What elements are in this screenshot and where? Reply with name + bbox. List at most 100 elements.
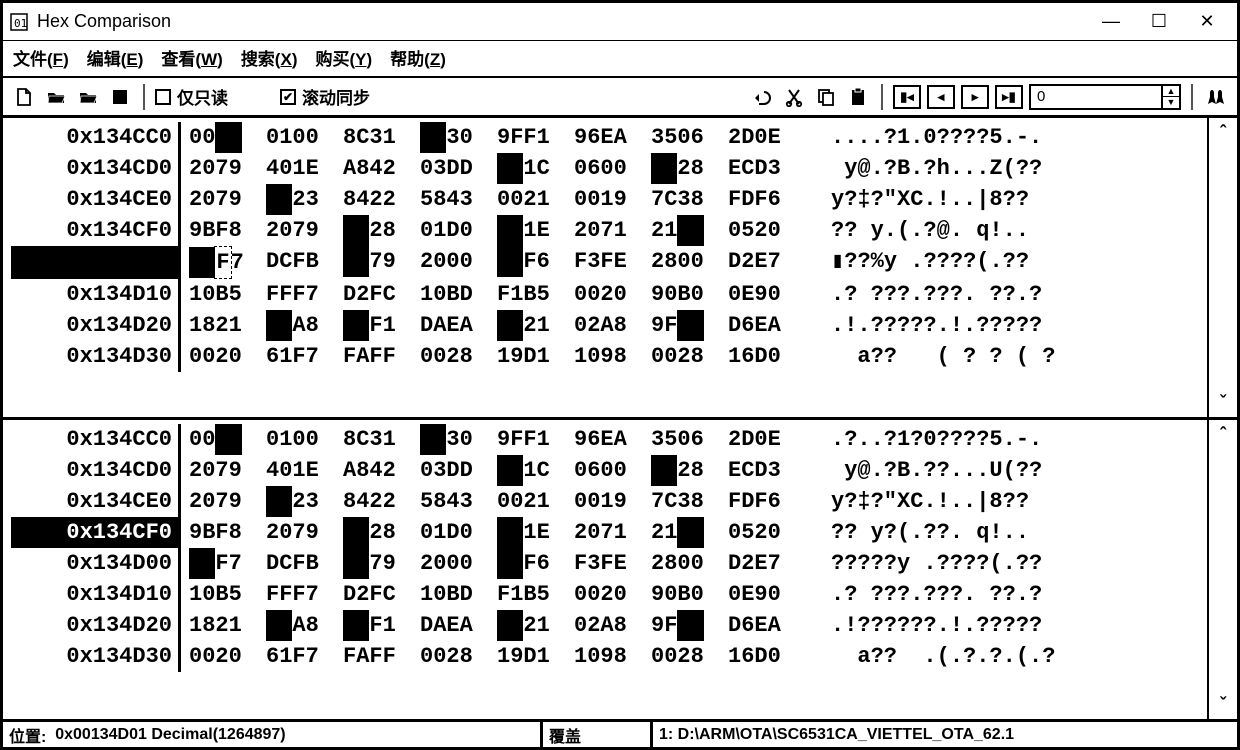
scrollsync-label: 滚动同步: [302, 84, 370, 109]
hex-panes: 0x134CC000 01008C31 309FF196EA35062D0E..…: [3, 118, 1237, 719]
ascii-cell: ?? y.(.?@. q!..: [805, 215, 1029, 246]
hex-bytes[interactable]: 10B5FFF7D2FC10BDF1B5002090B00E90: [181, 279, 805, 310]
hex-area-1[interactable]: 0x134CC000 01008C31 309FF196EA35062D0E..…: [3, 118, 1207, 417]
scrollsync-checkbox[interactable]: ✔ 滚动同步: [280, 84, 370, 109]
hex-bytes[interactable]: 2079 2384225843002100197C38FDF6: [181, 486, 805, 517]
new-file-icon[interactable]: [11, 84, 37, 110]
hex-row[interactable]: F7DCFB 792000 F6F3FE2800D2E7▮??%y .????(…: [11, 246, 1205, 279]
minimize-button[interactable]: —: [1087, 6, 1135, 38]
goto-offset-input[interactable]: [1031, 86, 1161, 108]
open-file-2-icon[interactable]: [75, 84, 101, 110]
first-diff-button[interactable]: ▮◂: [893, 85, 921, 109]
hex-row[interactable]: 0x134CD02079401EA84203DD 1C0600 28ECD3 y…: [11, 455, 1205, 486]
copy-icon[interactable]: [813, 84, 839, 110]
hex-bytes[interactable]: 2079 2384225843002100197C38FDF6: [181, 184, 805, 215]
hex-bytes[interactable]: 1821 A8 F1DAEA 2102A89F D6EA: [181, 310, 805, 341]
prev-diff-button[interactable]: ◂: [927, 85, 955, 109]
window-title: Hex Comparison: [37, 11, 1087, 32]
hex-row[interactable]: 0x134CE02079 2384225843002100197C38FDF6y…: [11, 486, 1205, 517]
hex-bytes[interactable]: 002061F7FAFF002819D11098002816D0: [181, 341, 805, 372]
cut-icon[interactable]: [781, 84, 807, 110]
offset-cell: 0x134CD0: [11, 455, 181, 486]
open-file-1-icon[interactable]: [43, 84, 69, 110]
hex-row[interactable]: 0x134D201821 A8 F1DAEA 2102A89F D6EA.!??…: [11, 610, 1205, 641]
ascii-cell: ▮??%y .????(.??: [805, 246, 1029, 279]
goto-offset-spinner[interactable]: ▲ ▼: [1029, 84, 1181, 110]
toolbar-separator: [1191, 84, 1193, 110]
menu-search[interactable]: 搜索(X): [241, 45, 298, 70]
ascii-cell: .?..?1?0????5.-.: [805, 424, 1042, 455]
hex-row[interactable]: 0x134D30002061F7FAFF002819D11098002816D0…: [11, 341, 1205, 372]
ascii-cell: a?? .(.?.?.(.?: [805, 641, 1055, 672]
offset-cell: 0x134CD0: [11, 153, 181, 184]
hex-bytes[interactable]: 00 01008C31 309FF196EA35062D0E: [181, 122, 805, 153]
readonly-label: 仅只读: [177, 84, 228, 109]
hex-bytes[interactable]: 10B5FFF7D2FC10BDF1B5002090B00E90: [181, 579, 805, 610]
ascii-cell: y?‡?"XC.!..|8??: [805, 184, 1029, 215]
hex-bytes[interactable]: 002061F7FAFF002819D11098002816D0: [181, 641, 805, 672]
status-filepath: 1: D:\ARM\OTA\SC6531CA_VIETTEL_OTA_62.1: [653, 722, 1237, 747]
undo-icon[interactable]: [749, 84, 775, 110]
menu-buy[interactable]: 购买(Y): [316, 45, 373, 70]
offset-cell: 0x134CF0: [11, 215, 181, 246]
hex-row[interactable]: 0x134D201821 A8 F1DAEA 2102A89F D6EA.!.?…: [11, 310, 1205, 341]
ascii-cell: ?? y?(.??. q!..: [805, 517, 1029, 548]
hex-row[interactable]: 0x134CE02079 2384225843002100197C38FDF6y…: [11, 184, 1205, 215]
ascii-cell: .? ???.???. ??.?: [805, 579, 1042, 610]
svg-text:01: 01: [14, 17, 27, 30]
close-button[interactable]: ✕: [1183, 6, 1231, 38]
hex-bytes[interactable]: 1821 A8 F1DAEA 2102A89F D6EA: [181, 610, 805, 641]
offset-cell: 0x134D20: [11, 610, 181, 641]
ascii-cell: y@.?B.?h...Z(??: [805, 153, 1042, 184]
hex-row[interactable]: 0x134CD02079401EA84203DD 1C0600 28ECD3 y…: [11, 153, 1205, 184]
status-bar: 位置: 0x00134D01 Decimal(1264897) 覆盖 1: D:…: [3, 719, 1237, 747]
hex-bytes[interactable]: 9BF82079 2801D0 1E207121 0520: [181, 517, 805, 548]
next-diff-button[interactable]: ▸: [961, 85, 989, 109]
readonly-checkbox[interactable]: 仅只读: [155, 84, 228, 109]
offset-cell: 0x134CC0: [11, 424, 181, 455]
ascii-cell: ?????y .????(.??: [805, 548, 1042, 579]
offset-cell: 0x134D00: [11, 548, 181, 579]
hex-bytes[interactable]: F7DCFB 792000 F6F3FE2800D2E7: [181, 548, 805, 579]
maximize-button[interactable]: ☐: [1135, 6, 1183, 38]
save-icon[interactable]: [107, 84, 133, 110]
find-icon[interactable]: [1203, 84, 1229, 110]
hex-row[interactable]: 0x134CC000 01008C31 309FF196EA35062D0E.?…: [11, 424, 1205, 455]
hex-bytes[interactable]: F7DCFB 792000 F6F3FE2800D2E7: [181, 246, 805, 279]
hex-bytes[interactable]: 2079401EA84203DD 1C0600 28ECD3: [181, 455, 805, 486]
scroll-up-icon[interactable]: ˆ: [1220, 424, 1226, 445]
hex-row[interactable]: 0x134D1010B5FFF7D2FC10BDF1B5002090B00E90…: [11, 279, 1205, 310]
hex-row[interactable]: 0x134D00 F7DCFB 792000 F6F3FE2800D2E7???…: [11, 548, 1205, 579]
menu-help[interactable]: 帮助(Z): [390, 45, 446, 70]
app-icon: 01: [9, 12, 29, 32]
menu-edit[interactable]: 编辑(E): [87, 45, 144, 70]
hex-row[interactable]: 0x134D30002061F7FAFF002819D11098002816D0…: [11, 641, 1205, 672]
menu-view[interactable]: 查看(W): [161, 45, 222, 70]
spinner-up-icon[interactable]: ▲: [1163, 86, 1179, 98]
hex-row[interactable]: 0x134CF09BF82079 2801D0 1E207121 0520?? …: [11, 215, 1205, 246]
menu-file[interactable]: 文件(F): [13, 45, 69, 70]
hex-area-2[interactable]: 0x134CC000 01008C31 309FF196EA35062D0E.?…: [3, 420, 1207, 719]
scrollbar-2[interactable]: ˆ ˇ: [1207, 420, 1237, 719]
hex-row[interactable]: 0x134D1010B5FFF7D2FC10BDF1B5002090B00E90…: [11, 579, 1205, 610]
toolbar-separator: [881, 84, 883, 110]
hex-bytes[interactable]: 2079401EA84203DD 1C0600 28ECD3: [181, 153, 805, 184]
scroll-down-icon[interactable]: ˇ: [1220, 694, 1226, 715]
hex-pane-2: 0x134CC000 01008C31 309FF196EA35062D0E.?…: [3, 420, 1237, 719]
scroll-up-icon[interactable]: ˆ: [1220, 122, 1226, 143]
scrollbar-1[interactable]: ˆ ˇ: [1207, 118, 1237, 417]
hex-bytes[interactable]: 00 01008C31 309FF196EA35062D0E: [181, 424, 805, 455]
ascii-cell: .? ???.???. ??.?: [805, 279, 1042, 310]
scroll-down-icon[interactable]: ˇ: [1220, 392, 1226, 413]
offset-cell: [11, 246, 181, 279]
last-diff-button[interactable]: ▸▮: [995, 85, 1023, 109]
paste-icon[interactable]: [845, 84, 871, 110]
status-pos-label: 位置:: [9, 723, 46, 747]
spinner-down-icon[interactable]: ▼: [1163, 97, 1179, 108]
offset-cell: 0x134D30: [11, 641, 181, 672]
hex-row[interactable]: 0x134CC000 01008C31 309FF196EA35062D0E..…: [11, 122, 1205, 153]
offset-cell: 0x134D30: [11, 341, 181, 372]
hex-bytes[interactable]: 9BF82079 2801D0 1E207121 0520: [181, 215, 805, 246]
offset-cell: 0x134CE0: [11, 486, 181, 517]
hex-row[interactable]: 0x134CF09BF82079 2801D0 1E207121 0520?? …: [11, 517, 1205, 548]
